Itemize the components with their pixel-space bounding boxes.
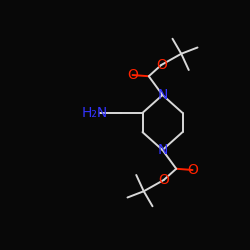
Text: O: O — [156, 58, 167, 72]
Text: H₂N: H₂N — [82, 106, 108, 120]
Text: O: O — [187, 163, 198, 177]
Text: O: O — [158, 173, 169, 187]
Text: O: O — [127, 68, 138, 82]
Text: N: N — [157, 88, 168, 102]
Text: N: N — [157, 143, 168, 157]
